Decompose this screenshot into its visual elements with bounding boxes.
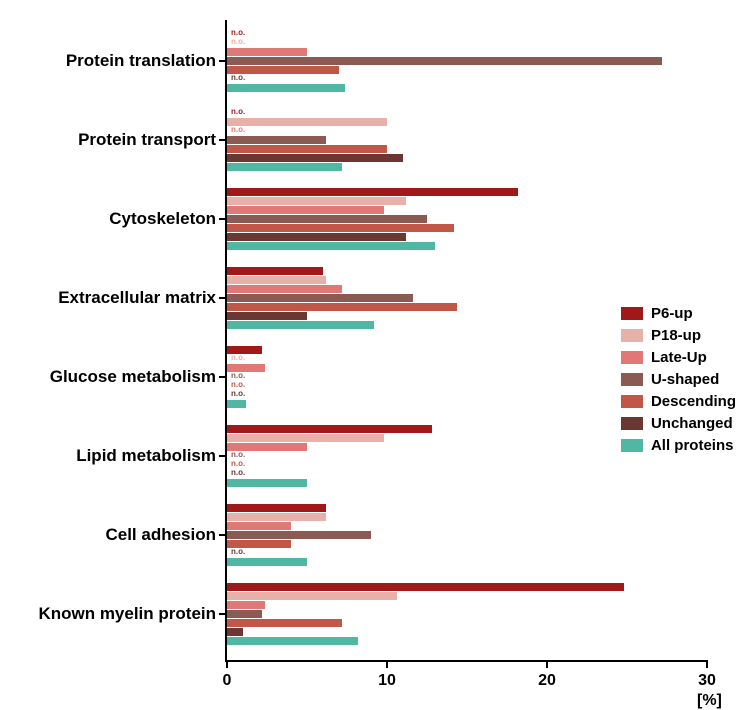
bar-all: [227, 558, 307, 566]
bar-unchanged: [227, 312, 307, 320]
bar-p18_up: [227, 197, 406, 205]
bar-u_shaped: [227, 610, 262, 618]
x-tick-label: 20: [538, 672, 556, 690]
x-tick-label: 30: [698, 672, 716, 690]
legend-swatch: [621, 395, 643, 408]
legend-item: U-shaped: [621, 371, 736, 388]
bar-late_up: [227, 285, 342, 293]
legend-swatch: [621, 439, 643, 452]
bar-late_up: [227, 206, 384, 214]
bar-late_up: [227, 522, 291, 530]
y-tick: [219, 60, 227, 62]
x-tick: [386, 660, 388, 668]
legend-item: P18-up: [621, 327, 736, 344]
category-label: Glucose metabolism: [0, 367, 216, 387]
bar-p6_up: [227, 504, 326, 512]
y-tick: [219, 534, 227, 536]
no-label: n.o.: [231, 451, 245, 459]
y-tick: [219, 297, 227, 299]
bar-all: [227, 400, 246, 408]
category-label: Known myelin protein: [0, 604, 216, 624]
bar-descending: [227, 224, 454, 232]
bar-u_shaped: [227, 215, 427, 223]
bar-p18_up: [227, 118, 387, 126]
bar-late_up: [227, 48, 307, 56]
x-tick: [226, 660, 228, 668]
no-label: n.o.: [231, 354, 245, 362]
legend-label: P6-up: [651, 305, 693, 322]
bar-all: [227, 84, 345, 92]
x-tick-label: 0: [223, 672, 232, 690]
legend-item: Late-Up: [621, 349, 736, 366]
y-tick: [219, 455, 227, 457]
bar-p6_up: [227, 188, 518, 196]
x-tick-label: 10: [378, 672, 396, 690]
legend-label: P18-up: [651, 327, 701, 344]
no-label: n.o.: [231, 108, 245, 116]
legend: P6-up P18-up Late-Up U-shaped Descending Unch…: [621, 305, 736, 459]
y-tick: [219, 218, 227, 220]
bar-unchanged: [227, 154, 403, 162]
y-tick: [219, 613, 227, 615]
legend-item: Unchanged: [621, 415, 736, 432]
bar-all: [227, 637, 358, 645]
bar-late_up: [227, 601, 265, 609]
bar-p18_up: [227, 592, 397, 600]
legend-item: P6-up: [621, 305, 736, 322]
bar-all: [227, 163, 342, 171]
bar-all: [227, 479, 307, 487]
legend-label: All proteins: [651, 437, 734, 454]
bar-u_shaped: [227, 136, 326, 144]
no-label: n.o.: [231, 390, 245, 398]
no-label: n.o.: [231, 469, 245, 477]
x-axis-unit: [%]: [697, 692, 722, 710]
bar-u_shaped: [227, 531, 371, 539]
bar-all: [227, 242, 435, 250]
bar-unchanged: [227, 233, 406, 241]
legend-item: Descending: [621, 393, 736, 410]
bar-descending: [227, 303, 457, 311]
no-label: n.o.: [231, 460, 245, 468]
legend-label: Descending: [651, 393, 736, 410]
category-label: Cytoskeleton: [0, 209, 216, 229]
no-label: n.o.: [231, 548, 245, 556]
no-label: n.o.: [231, 126, 245, 134]
legend-label: Unchanged: [651, 415, 733, 432]
x-tick: [546, 660, 548, 668]
bar-p18_up: [227, 276, 326, 284]
y-tick: [219, 376, 227, 378]
chart-container: n.o.n.o.n.o.n.o.n.o.n.o.n.o.n.o.n.o.n.o.…: [0, 0, 756, 703]
category-label: Cell adhesion: [0, 525, 216, 545]
no-label: n.o.: [231, 38, 245, 46]
bar-all: [227, 321, 374, 329]
legend-swatch: [621, 329, 643, 342]
legend-swatch: [621, 417, 643, 430]
category-label: Extracellular matrix: [0, 288, 216, 308]
bar-p6_up: [227, 267, 323, 275]
bar-unchanged: [227, 628, 243, 636]
category-label: Protein translation: [0, 51, 216, 71]
no-label: n.o.: [231, 381, 245, 389]
x-tick: [706, 660, 708, 668]
no-label: n.o.: [231, 29, 245, 37]
bar-p18_up: [227, 434, 384, 442]
bar-p6_up: [227, 425, 432, 433]
no-label: n.o.: [231, 74, 245, 82]
no-label: n.o.: [231, 372, 245, 380]
legend-label: Late-Up: [651, 349, 707, 366]
legend-swatch: [621, 373, 643, 386]
legend-swatch: [621, 307, 643, 320]
bar-u_shaped: [227, 57, 662, 65]
bar-descending: [227, 619, 342, 627]
bar-p18_up: [227, 513, 326, 521]
category-label: Protein transport: [0, 130, 216, 150]
y-tick: [219, 139, 227, 141]
legend-item: All proteins: [621, 437, 736, 454]
category-label: Lipid metabolism: [0, 446, 216, 466]
legend-swatch: [621, 351, 643, 364]
bar-u_shaped: [227, 294, 413, 302]
bar-p6_up: [227, 583, 624, 591]
legend-label: U-shaped: [651, 371, 719, 388]
bar-descending: [227, 145, 387, 153]
